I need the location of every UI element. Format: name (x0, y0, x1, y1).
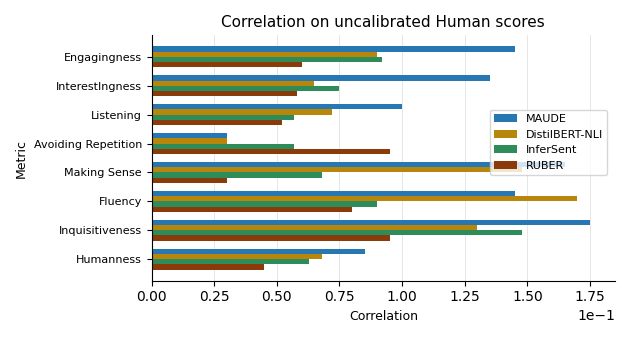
Bar (152, 172, 322, 178)
Bar (152, 254, 322, 259)
Bar (152, 120, 282, 125)
Y-axis label: Metric: Metric (15, 139, 28, 177)
Bar (152, 196, 578, 201)
Legend: MAUDE, DistilBERT-NLI, InferSent, RUBER: MAUDE, DistilBERT-NLI, InferSent, RUBER (490, 110, 607, 175)
X-axis label: Correlation: Correlation (349, 310, 418, 323)
Bar (152, 80, 314, 86)
Bar (152, 230, 522, 236)
Bar (152, 138, 227, 144)
Bar (152, 47, 515, 52)
Bar (152, 191, 515, 196)
Bar (152, 264, 265, 270)
Bar (152, 201, 377, 207)
Bar (152, 167, 522, 172)
Bar (152, 62, 302, 67)
Bar (152, 57, 382, 62)
Bar (152, 259, 309, 264)
Title: Correlation on uncalibrated Human scores: Correlation on uncalibrated Human scores (222, 15, 545, 30)
Bar (152, 178, 227, 183)
Bar (152, 149, 389, 154)
Bar (152, 110, 332, 115)
Bar (152, 162, 565, 167)
Bar (152, 133, 227, 138)
Bar (152, 225, 478, 230)
Bar (152, 249, 365, 254)
Bar (152, 115, 294, 120)
Bar (152, 220, 590, 225)
Bar (152, 91, 297, 96)
Bar (152, 86, 340, 91)
Bar (152, 52, 377, 57)
Bar (152, 144, 294, 149)
Bar (152, 236, 389, 241)
Bar (152, 207, 352, 212)
Bar (152, 104, 402, 110)
Bar (152, 75, 490, 80)
